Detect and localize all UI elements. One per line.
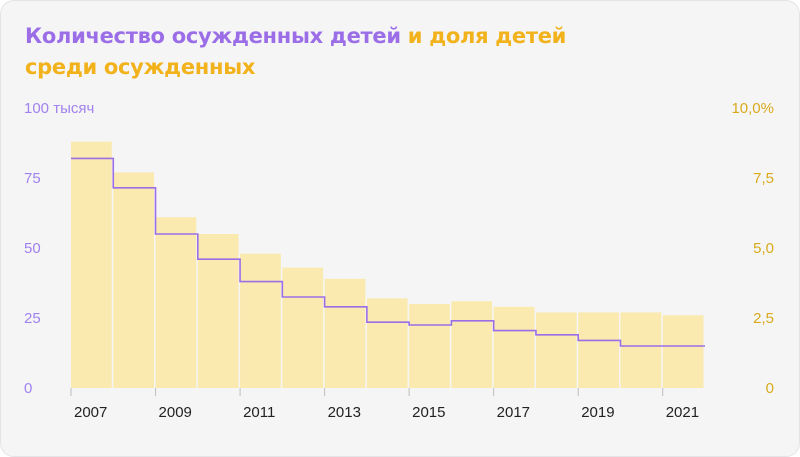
chart-title-count: Количество осужденных детей — [25, 24, 401, 48]
count-step-line — [71, 157, 705, 347]
share-bar-2017 — [493, 306, 535, 388]
x-axis-tick: 2009 — [159, 404, 192, 421]
left-axis-tick: 75 — [24, 170, 41, 187]
share-bar-2012 — [282, 267, 324, 388]
x-axis-tick: 2015 — [412, 404, 445, 421]
x-axis-tick: 2013 — [328, 404, 361, 421]
share-bar-2019 — [578, 312, 619, 388]
right-axis: 0 2,5 5,0 7,5 10,0% — [731, 100, 774, 397]
right-axis-tick: 7,5 — [753, 170, 774, 187]
left-axis-tick: 25 — [24, 310, 41, 327]
left-axis-tick: 50 — [24, 240, 41, 257]
left-axis-tick: 100 тысяч — [24, 100, 94, 117]
share-bar-2015 — [409, 304, 450, 388]
share-bar-2008 — [113, 172, 155, 388]
share-bar-2011 — [240, 253, 281, 388]
x-axis-tick: 2021 — [666, 404, 699, 421]
right-axis-tick: 2,5 — [753, 310, 774, 327]
share-bar-2016 — [451, 301, 493, 388]
chart-title: Количество осужденных детей и доля детей… — [25, 21, 625, 83]
share-bar-2010 — [197, 234, 239, 388]
x-axis-tick: 2011 — [243, 404, 275, 421]
chart-title-share: и доля детей среди осужденных — [25, 24, 567, 79]
x-axis-tick: 2017 — [497, 404, 530, 421]
share-bar-2014 — [366, 298, 408, 388]
share-bar-2013 — [324, 278, 366, 388]
share-bars — [71, 141, 704, 388]
share-bar-2007 — [71, 141, 112, 388]
left-axis: 0 25 50 75 100 тысяч — [24, 100, 94, 397]
right-axis-tick: 0 — [766, 380, 774, 397]
share-bar-2020 — [620, 312, 662, 388]
right-axis-tick: 5,0 — [753, 240, 774, 257]
right-axis-tick: 10,0% — [731, 100, 774, 117]
left-axis-tick: 0 — [24, 380, 32, 397]
x-axis: 2007 2009 2011 2013 2015 2017 2019 2021 — [70, 388, 699, 421]
x-axis-tick: 2007 — [74, 404, 107, 421]
share-bar-2009 — [155, 217, 197, 388]
share-bar-2021 — [662, 315, 704, 388]
x-axis-tick: 2019 — [581, 404, 614, 421]
share-bar-2018 — [535, 312, 577, 388]
